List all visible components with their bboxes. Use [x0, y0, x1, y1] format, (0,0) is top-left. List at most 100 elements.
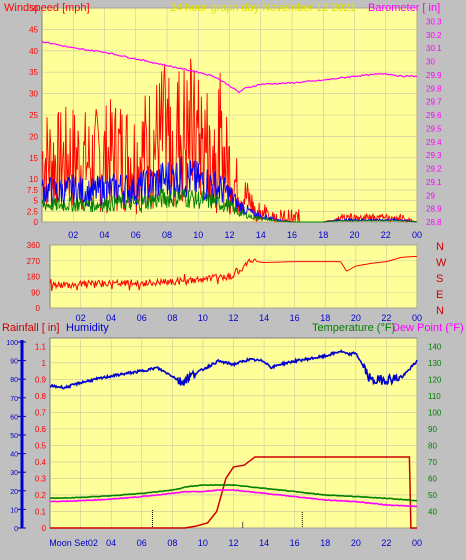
wind-x-ticks: 02 04 06 08 10 12 14 16 18 20 22 00 [68, 230, 422, 240]
wind-x-tick-label: 04 [99, 230, 109, 240]
wind-x-tick-label: 10 [193, 230, 203, 240]
rain-y-label: Rainfall [ in] [2, 322, 59, 334]
direction-x-tick-label: 14 [259, 313, 269, 323]
wind-x-tick-label: 06 [131, 230, 141, 240]
wind-line [41, 58, 418, 224]
wind-x-tick-label: 08 [162, 230, 172, 240]
chart-title: 24 hour graph day November 12 2021 [170, 2, 356, 14]
barometer-y-tick-label: 30.3 [426, 17, 442, 26]
rain-humidity-temp-panel: 0 0.1 0.2 0.3 0.4 0.5 0.6 0.7 0.8 0.9 1 1.1 0 10 20 30… [2, 322, 464, 548]
wind-y-tick-label: 30 [29, 90, 38, 99]
rain-x-tick-label: 18 [320, 538, 330, 548]
barometer-y-tick-label: 29.3 [426, 151, 442, 160]
rain-x-ticks: Moon Set02 04 06 08 10 12 14 16 18 20 22 00 [49, 538, 422, 548]
wind-y-tick-label: 15 [29, 154, 38, 163]
direction-series [49, 255, 417, 292]
rain-y-tick-label: 0 [42, 524, 47, 533]
temperature-y-tick-label: 40 [428, 507, 437, 516]
wind-y-tick-label: 20 [29, 132, 38, 141]
rain-x-tick-label: 08 [167, 538, 177, 548]
temperature-y-tick-label: 80 [428, 441, 437, 450]
rain-y-tick-label: 0.1 [35, 507, 47, 516]
humidity-tick-label: 40 [10, 452, 18, 459]
barometer-y-tick-label: 29.4 [426, 138, 442, 147]
direction-y-tick-label: 90 [31, 288, 40, 297]
direction-y-tick-label: 180 [27, 273, 41, 282]
temperature-y-tick-label: 70 [428, 458, 437, 467]
humidity-tick-label: 0 [14, 526, 18, 533]
wind-series [41, 40, 418, 224]
humidity-label: Humidity [66, 322, 109, 334]
wind-y-tick-label: 35 [29, 68, 38, 77]
temperature-y-tick-label: 110 [428, 392, 441, 401]
compass-label: N [436, 305, 444, 317]
direction-x-tick-label: 08 [167, 313, 177, 323]
temperature-y-tick-label: 130 [428, 359, 442, 368]
barometer-y-label: Barometer [ in] [368, 2, 440, 14]
compass-label: N [436, 241, 444, 253]
rain-x-tick-label: 16 [290, 538, 300, 548]
barometer-y-tick-label: 29 [426, 191, 435, 200]
barometer-y-tick-label: 30.2 [426, 31, 442, 40]
compass-label: W [436, 257, 447, 269]
direction-y-tick-label: 270 [27, 257, 41, 266]
dewpoint-y-label: Dew Point (°F) [392, 322, 464, 334]
barometer-y-tick-label: 30 [426, 58, 435, 67]
direction-line [49, 255, 417, 292]
rain-y-tick-label: 1.1 [35, 342, 47, 351]
direction-x-tick-label: 12 [228, 313, 238, 323]
rain-y-tick-label: 0.8 [35, 392, 47, 401]
rain-y-tick-label: 1 [42, 359, 47, 368]
direction-x-tick-label: 02 [76, 313, 86, 323]
rain-y-tick-label: 0.4 [35, 458, 47, 467]
wind-x-tick-label: 18 [318, 230, 328, 240]
humidity-tick-label: 60 [10, 414, 18, 421]
rain-x-tick-label: 10 [198, 538, 208, 548]
direction-y-tick-label: 360 [27, 241, 41, 250]
barometer-y-tick-label: 30.1 [426, 44, 442, 53]
wind-y-tick-label: 50 [29, 4, 38, 13]
rain-y-tick-label: 0.5 [35, 441, 47, 450]
barometer-y-tick-label: 29.8 [426, 84, 442, 93]
wind-x-tick-label: 16 [287, 230, 297, 240]
barometer-y-tick-label: 28.9 [426, 205, 442, 214]
wind-x-tick-label: 22 [381, 230, 391, 240]
rain-y-ticks: 0 0.1 0.2 0.3 0.4 0.5 0.6 0.7 0.8 0.9 1 1.1 [35, 342, 47, 533]
temperature-y-tick-label: 140 [428, 342, 442, 351]
humidity-tick-label: 10 [10, 507, 18, 514]
wind-line [41, 156, 418, 223]
rain-y-tick-label: 0.6 [35, 425, 47, 434]
rain-x-tick-label: 20 [351, 538, 361, 548]
rain-x-tick-label: 06 [137, 538, 147, 548]
rain-x-tick-label: 00 [412, 538, 422, 548]
wind-y-tick-label: 5 [34, 197, 39, 206]
temperature-y-tick-label: 120 [428, 375, 442, 384]
wind-barometer-panel: 0 2.55 7.5 10 15 20 25 30 35 40 45 50 28.8 28.9 29 29.… [4, 2, 442, 240]
wind-y-tick-label: 45 [29, 25, 38, 34]
wind-y-tick-label: 25 [29, 111, 38, 120]
rain-x-tick-label: 04 [106, 538, 116, 548]
direction-y-tick-label: 0 [36, 304, 41, 313]
temperature-y-tick-label: 100 [428, 408, 442, 417]
temperature-y-tick-label: 50 [428, 491, 437, 500]
wind-x-tick-label: 00 [412, 230, 422, 240]
wind-y-tick-label: 40 [29, 47, 38, 56]
humidity-tick-label: 80 [10, 377, 18, 384]
wind-y-tick-label: 0 [34, 218, 39, 227]
rain-y-tick-label: 0.3 [35, 474, 47, 483]
barometer-y-tick-label: 28.8 [426, 218, 442, 227]
humidity-y-ticks: 0 10 20 30 40 50 60 70 80 90 100 [6, 340, 26, 533]
dewpoint-line [49, 488, 418, 508]
rain-series [49, 349, 418, 529]
compass-label: E [436, 289, 443, 301]
barometer-y-tick-label: 29.7 [426, 98, 442, 107]
barometer-y-ticks: 28.8 28.9 29 29.1 29.2 29.3 29.4 29.5 29.6 29.7 29… [426, 17, 442, 227]
wind-y-tick-label: 10 [29, 175, 38, 184]
rain-y-tick-label: 0.9 [35, 375, 47, 384]
wind-grid [42, 7, 418, 223]
compass-label: S [436, 273, 443, 285]
